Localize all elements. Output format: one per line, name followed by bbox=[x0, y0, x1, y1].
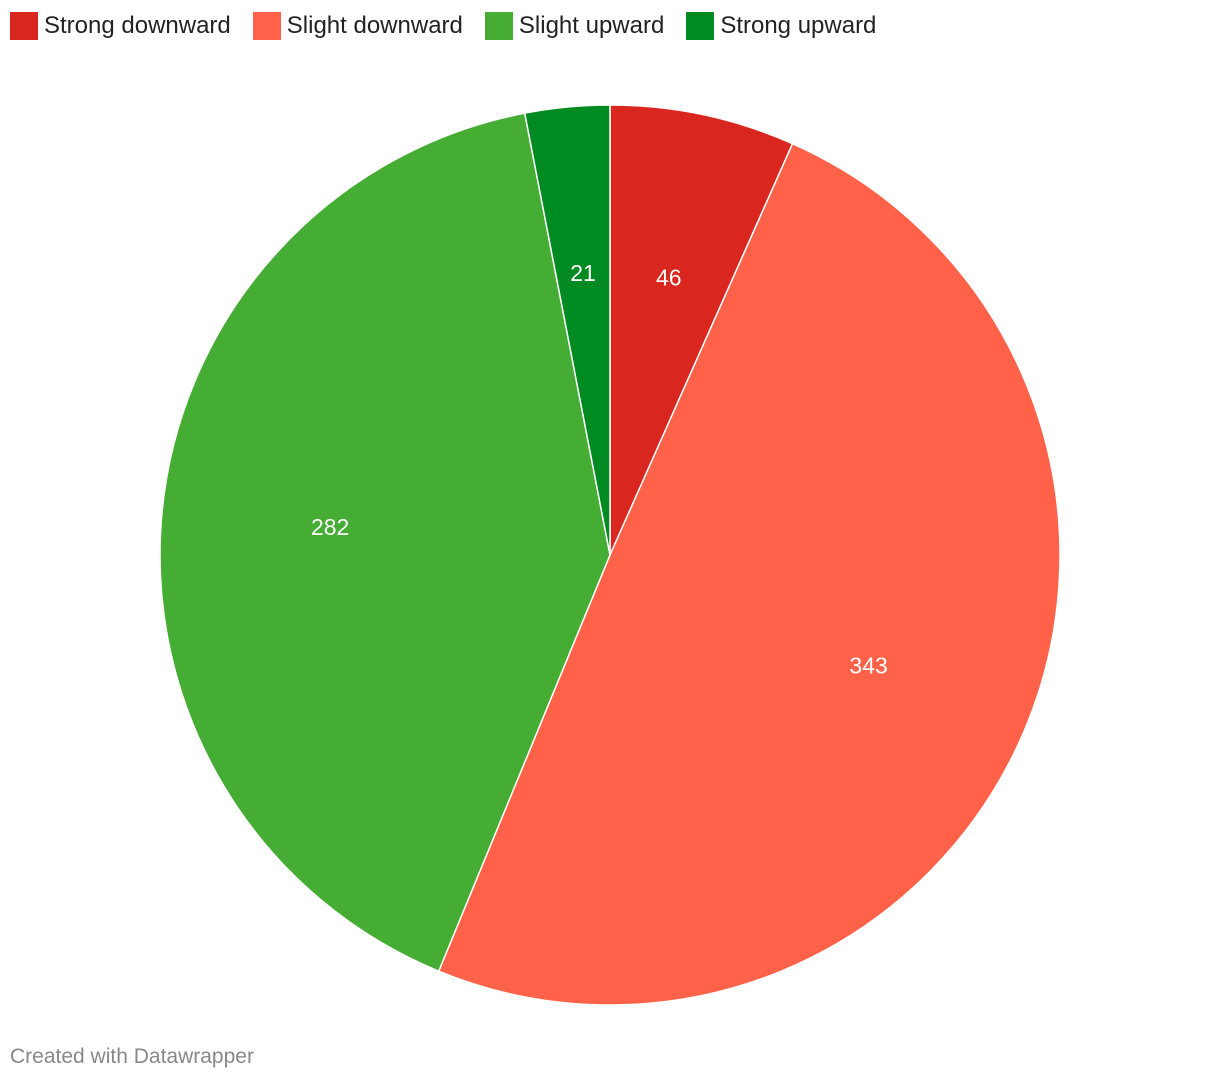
legend-item-strong-downward: Strong downward bbox=[10, 12, 231, 40]
legend-item-slight-downward: Slight downward bbox=[252, 12, 463, 40]
legend-label: Slight upward bbox=[518, 12, 665, 39]
legend-swatch bbox=[10, 12, 38, 40]
legend-label: Strong downward bbox=[44, 12, 231, 39]
legend-label: Slight downward bbox=[286, 12, 463, 39]
footer-credit: Created with Datawrapper bbox=[10, 1045, 254, 1068]
legend-swatch bbox=[252, 12, 281, 40]
data-label-strong-upward: 21 bbox=[570, 260, 596, 286]
pie-slice-strong-upward bbox=[523, 104, 611, 556]
data-label-slight-downward: 343 bbox=[849, 653, 887, 679]
data-label-slight-upward: 282 bbox=[311, 514, 349, 540]
legend-swatch bbox=[686, 12, 715, 40]
pie-slice-strong-downward bbox=[609, 104, 794, 556]
pie-slice-slight-upward bbox=[159, 112, 611, 972]
legend-label: Strong upward bbox=[720, 12, 877, 39]
chart-legend: Strong downward Slight downward Slight upw… bbox=[10, 12, 876, 40]
legend-item-strong-upward: Strong upward bbox=[686, 12, 876, 40]
legend-swatch bbox=[484, 12, 513, 40]
data-label-strong-downward: 46 bbox=[656, 265, 682, 291]
legend-item-slight-upward: Slight upward bbox=[484, 12, 665, 40]
pie-slice-slight-downward bbox=[437, 142, 1061, 1006]
